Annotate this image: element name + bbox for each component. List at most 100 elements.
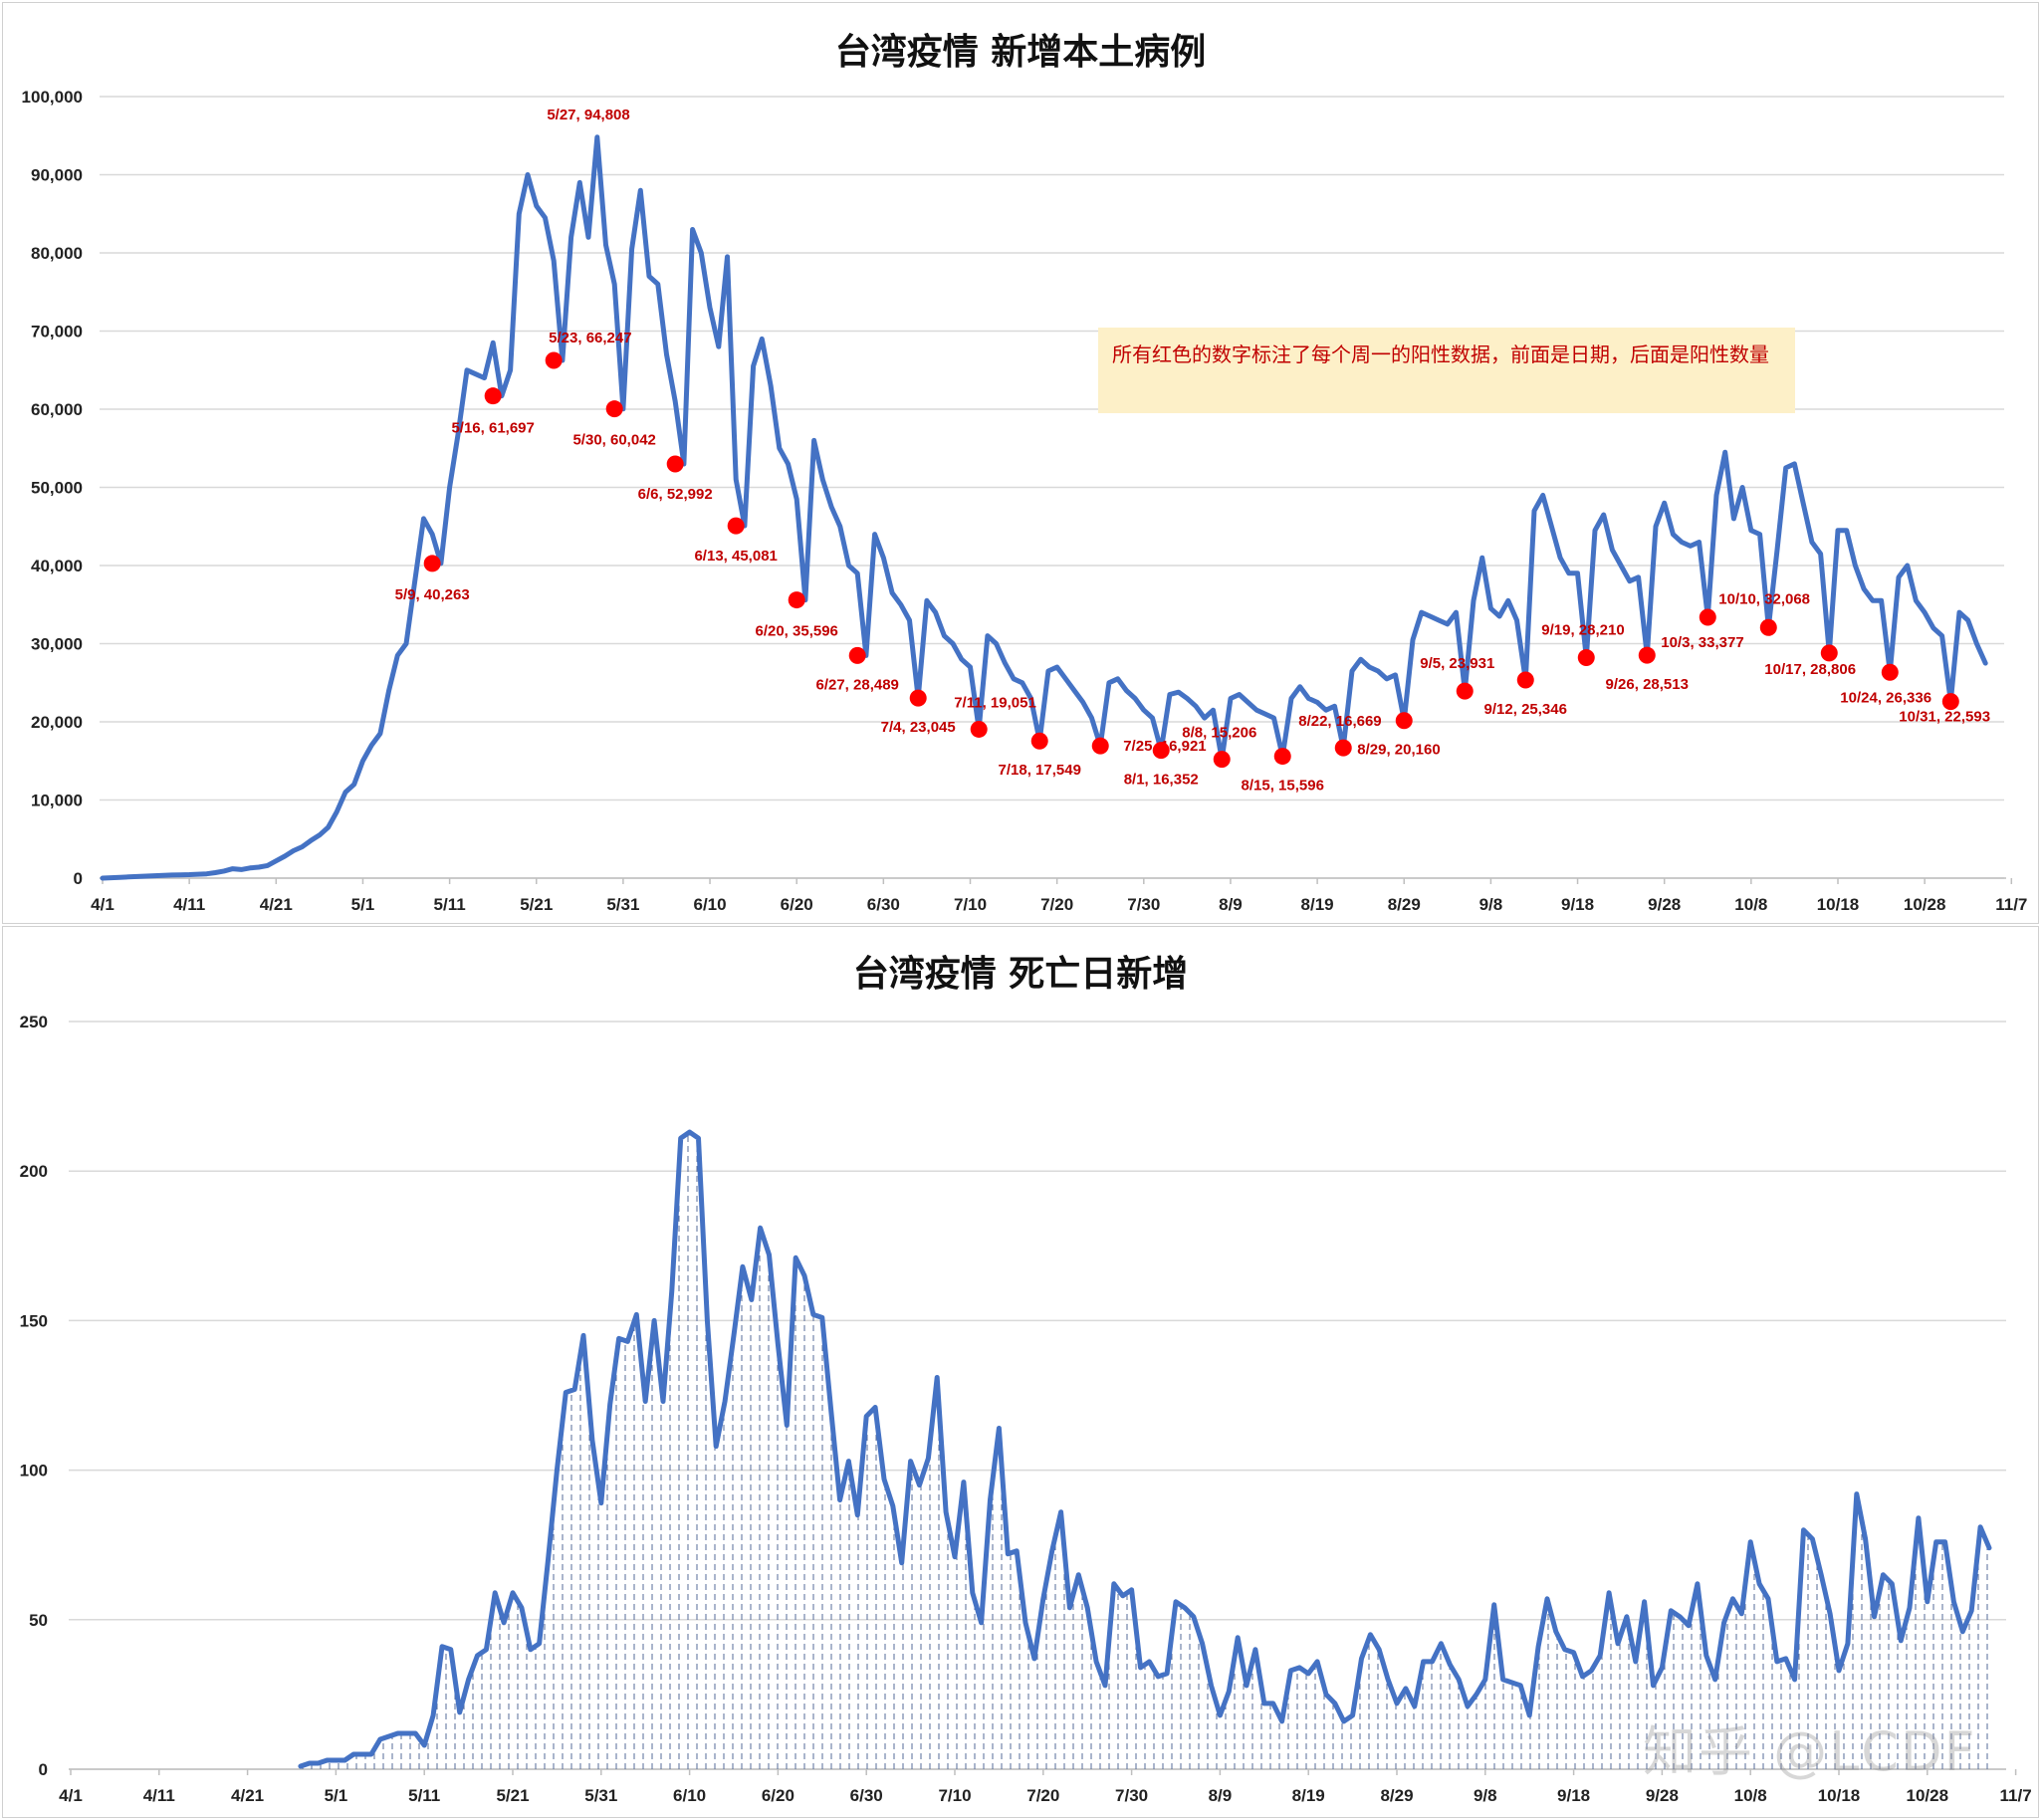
y-tick-label: 80,000 <box>31 244 83 263</box>
x-tick-label: 5/1 <box>351 895 375 914</box>
x-tick-label: 9/28 <box>1646 1786 1679 1805</box>
y-tick-label: 200 <box>20 1162 48 1181</box>
monday-marker <box>1638 646 1656 664</box>
monday-marker <box>1699 608 1716 626</box>
monday-data-label: 8/1, 16,352 <box>1124 772 1199 789</box>
x-tick-label: 8/19 <box>1292 1786 1325 1805</box>
monday-marker <box>727 517 745 535</box>
watermark: 知乎 @LCDF <box>1643 1720 1977 1783</box>
y-tick-label: 0 <box>39 1760 48 1779</box>
y-tick-label: 20,000 <box>31 713 83 732</box>
x-tick-label: 10/18 <box>1818 1786 1861 1805</box>
x-tick-label: 5/11 <box>408 1786 440 1805</box>
monday-marker <box>1395 712 1413 730</box>
x-tick-label: 4/1 <box>91 895 114 914</box>
deaths-series-line <box>298 1129 1992 1769</box>
monday-marker <box>1820 644 1838 662</box>
x-tick-label: 10/8 <box>1734 895 1767 914</box>
y-tick-label: 0 <box>74 869 83 888</box>
deaths-chart-title: 台湾疫情 死亡日新增 <box>852 954 1189 995</box>
cases-series-line <box>100 134 1988 881</box>
x-tick-label: 10/28 <box>1904 895 1946 914</box>
monday-data-label: 7/11, 19,051 <box>954 694 1036 711</box>
monday-data-label: 7/4, 23,045 <box>881 719 956 736</box>
x-tick-label: 8/29 <box>1380 1786 1413 1805</box>
monday-data-label: 6/13, 45,081 <box>694 548 777 565</box>
x-tick-label: 6/20 <box>781 895 813 914</box>
monday-marker <box>1030 732 1048 750</box>
x-tick-label: 7/30 <box>1127 895 1160 914</box>
deaths-area-chart: 0 50 100 150 200 250 4/1 4/11 4/21 5/1 5/11 5/21 5/3… <box>20 1013 2032 1805</box>
monday-data-label: 8/15, 15,596 <box>1242 778 1324 795</box>
x-tick-label: 9/18 <box>1561 895 1594 914</box>
monday-marker <box>1881 663 1899 681</box>
x-tick-label: 11/7 <box>2000 1786 2032 1805</box>
x-tick-label: 5/31 <box>584 1786 617 1805</box>
monday-data-label: 10/3, 33,377 <box>1661 634 1743 651</box>
monday-marker <box>605 400 623 418</box>
x-tick-label: 4/21 <box>231 1786 264 1805</box>
y-tick-label: 40,000 <box>31 557 83 575</box>
x-tick-label: 10/18 <box>1817 895 1860 914</box>
chart-annotation-note: 所有红色的数字标注了每个周一的阳性数据，前面是日期，后面是阳性数量 <box>1098 328 1795 413</box>
monday-data-label: 6/20, 35,596 <box>755 623 837 640</box>
x-tick-label: 5/11 <box>434 895 466 914</box>
cases-chart-panel: 台湾疫情 新增本土病例 0 10,000 20,000 30,000 40,000 50,… <box>2 2 2039 924</box>
x-tick-label: 4/11 <box>143 1786 175 1805</box>
cases-line-chart: 0 10,000 20,000 30,000 40,000 50,000 60,000 70,… <box>22 88 2028 914</box>
monday-data-label: 8/29, 20,160 <box>1357 742 1440 759</box>
x-tick-label: 6/30 <box>867 895 900 914</box>
monday-data-label: 5/16, 61,697 <box>451 420 534 437</box>
x-tick-label: 6/30 <box>850 1786 883 1805</box>
x-tick-label: 9/28 <box>1648 895 1681 914</box>
x-tick-label: 5/21 <box>520 895 553 914</box>
x-tick-label: 5/1 <box>325 1786 348 1805</box>
monday-data-label: 10/31, 22,593 <box>1899 709 1990 726</box>
x-tick-label: 9/8 <box>1474 1786 1497 1805</box>
y-tick-label: 60,000 <box>31 400 83 419</box>
x-tick-label: 8/9 <box>1219 895 1243 914</box>
x-tick-label: 8/9 <box>1209 1786 1233 1805</box>
x-tick-label: 7/20 <box>1026 1786 1059 1805</box>
monday-data-label: 10/24, 26,336 <box>1840 689 1931 706</box>
x-tick-label: 10/8 <box>1734 1786 1767 1805</box>
y-tick-label: 150 <box>20 1311 48 1330</box>
monday-data-label: 9/5, 23,931 <box>1420 655 1494 672</box>
monday-marker <box>909 689 927 707</box>
monday-marker <box>848 646 866 664</box>
x-tick-label: 9/18 <box>1557 1786 1590 1805</box>
x-tick-label: 5/21 <box>496 1786 529 1805</box>
monday-marker <box>1759 618 1777 636</box>
y-tick-label: 10,000 <box>31 792 83 810</box>
y-tick-label: 250 <box>20 1013 48 1031</box>
monday-data-label: 10/17, 28,806 <box>1764 661 1856 678</box>
y-tick-label: 70,000 <box>31 323 83 341</box>
monday-data-label: 5/9, 40,263 <box>395 586 470 603</box>
monday-marker <box>1334 739 1352 757</box>
monday-data-label: 8/8, 15,206 <box>1182 725 1256 742</box>
monday-data-label: 5/23, 66,247 <box>549 330 631 346</box>
monday-data-label: 7/18, 17,549 <box>999 762 1081 779</box>
monday-data-label: 5/27, 94,808 <box>547 107 629 123</box>
x-tick-label: 6/10 <box>673 1786 706 1805</box>
y-tick-label: 100,000 <box>22 88 83 107</box>
x-tick-label: 4/21 <box>260 895 293 914</box>
monday-marker <box>970 720 988 738</box>
x-tick-label: 6/20 <box>762 1786 794 1805</box>
x-tick-label: 7/10 <box>938 1786 971 1805</box>
monday-marker <box>788 591 805 609</box>
monday-data-label: 10/10, 32,068 <box>1718 590 1810 607</box>
x-tick-label: 4/1 <box>59 1786 83 1805</box>
monday-marker <box>1577 649 1595 667</box>
x-tick-label: 7/10 <box>954 895 987 914</box>
y-tick-label: 90,000 <box>31 166 83 185</box>
monday-marker <box>423 555 441 572</box>
x-tick-label: 8/29 <box>1388 895 1421 914</box>
monday-data-label: 9/26, 28,513 <box>1606 676 1689 693</box>
monday-marker <box>1516 671 1534 689</box>
monday-data-label: 6/6, 52,992 <box>638 486 713 503</box>
deaths-chart-panel: 台湾疫情 死亡日新增 0 50 100 150 200 250 4/1 4/11 4/21 5/1… <box>2 926 2039 1818</box>
monday-marker <box>1456 682 1474 700</box>
monday-data-label: 5/30, 60,042 <box>572 432 655 449</box>
x-tick-label: 6/10 <box>694 895 727 914</box>
